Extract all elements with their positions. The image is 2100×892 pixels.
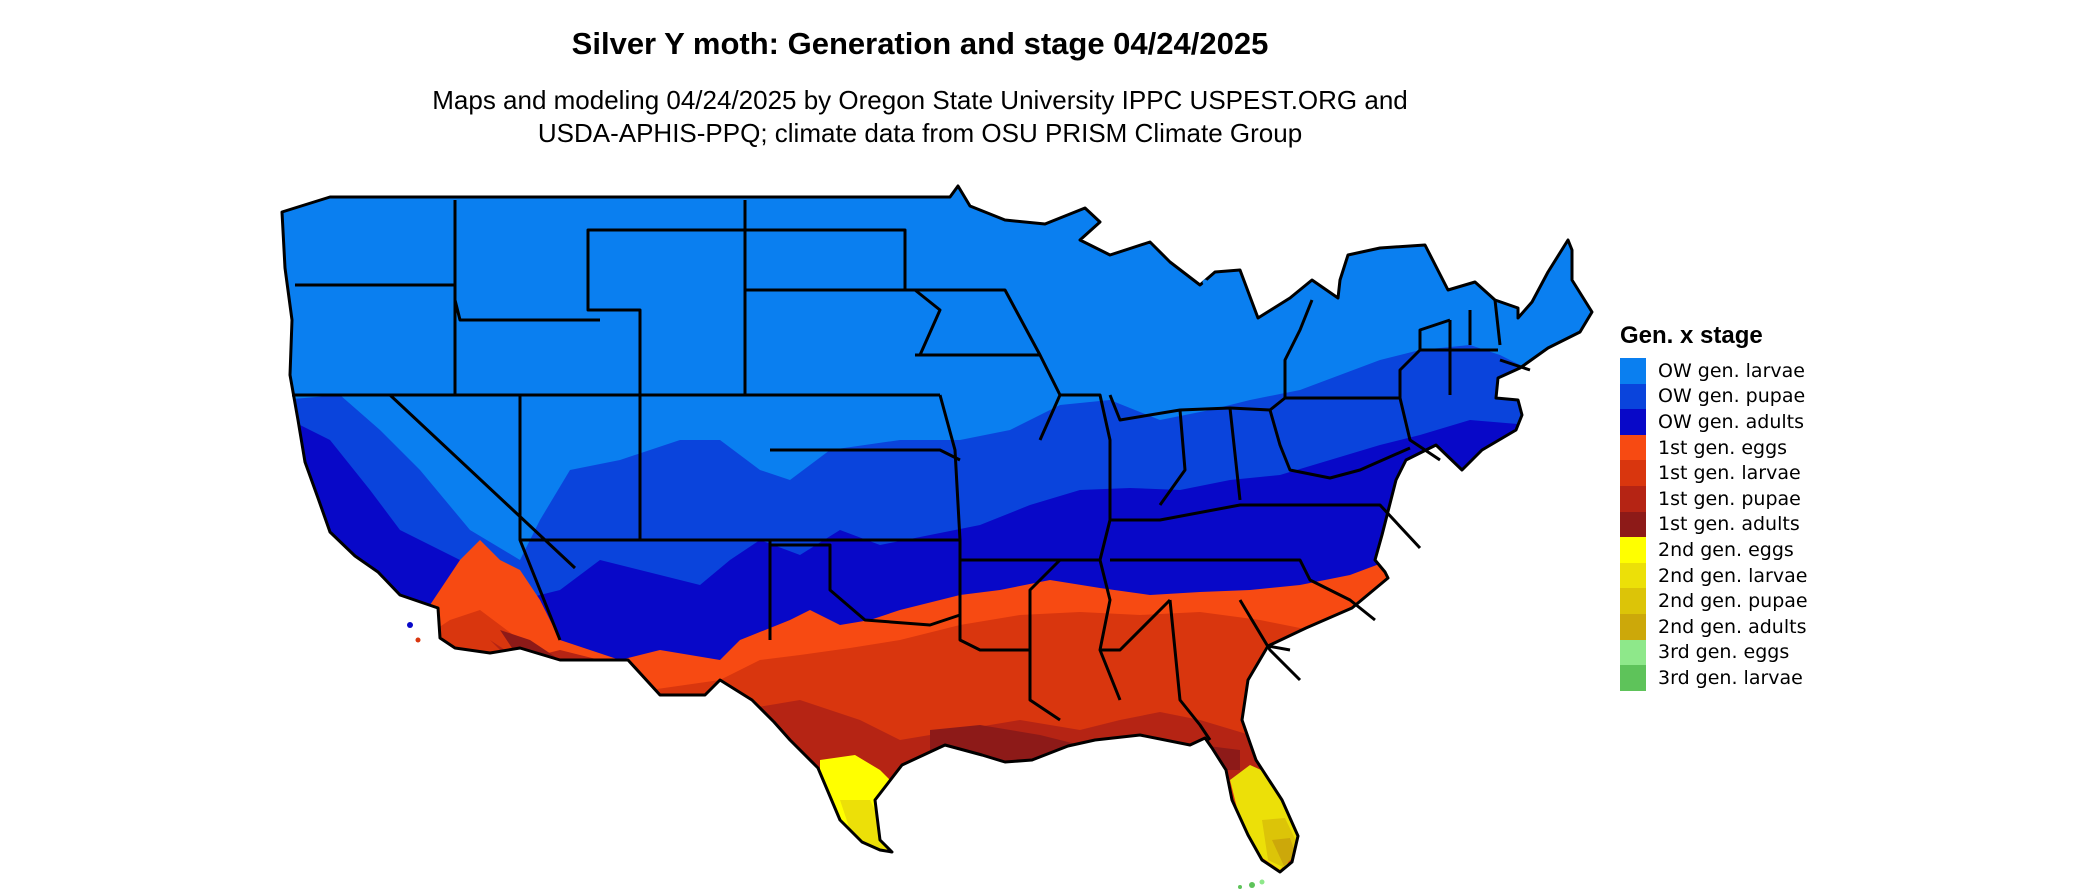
- legend-label: 2nd gen. larvae: [1658, 564, 1808, 587]
- legend-item: 2nd gen. eggs: [1620, 537, 1808, 563]
- legend-item: 3rd gen. eggs: [1620, 639, 1808, 666]
- legend-items: OW gen. larvae OW gen. pupae OW gen. adult…: [1620, 358, 1808, 691]
- legend-swatch: [1620, 460, 1646, 486]
- legend-swatch: [1620, 511, 1646, 538]
- map-title: Silver Y moth: Generation and stage 04/2…: [571, 26, 1269, 61]
- legend-label: 1st gen. eggs: [1658, 436, 1788, 459]
- legend-item: 2nd gen. adults: [1620, 613, 1808, 640]
- legend-swatch: [1620, 588, 1646, 614]
- legend-swatch: [1620, 358, 1646, 384]
- legend-swatch: [1620, 562, 1646, 589]
- legend-label: OW gen. larvae: [1658, 359, 1805, 382]
- legend-swatch: [1620, 485, 1646, 512]
- legend-item: 1st gen. pupae: [1620, 485, 1808, 512]
- legend-item: 1st gen. eggs: [1620, 434, 1808, 461]
- legend-swatch: [1620, 613, 1646, 640]
- legend-label: 3rd gen. eggs: [1658, 641, 1790, 664]
- legend-swatch: [1620, 434, 1646, 461]
- stage-zones: [282, 186, 1592, 872]
- subtitle-line-1: Maps and modeling 04/24/2025 by Oregon S…: [432, 85, 1408, 115]
- legend-label: 3rd gen. larvae: [1658, 666, 1803, 689]
- legend-item: 1st gen. larvae: [1620, 460, 1808, 486]
- legend-item: OW gen. pupae: [1620, 383, 1808, 410]
- legend-swatch: [1620, 409, 1646, 435]
- legend-swatch: [1620, 639, 1646, 666]
- legend-label: 1st gen. adults: [1658, 513, 1800, 536]
- legend-swatch: [1620, 383, 1646, 410]
- subtitle-line-2: USDA-APHIS-PPQ; climate data from OSU PR…: [537, 118, 1303, 148]
- legend: Gen. x stage OW gen. larvae OW gen. pupae…: [1620, 322, 1808, 691]
- legend-label: 2nd gen. adults: [1658, 615, 1807, 638]
- legend-label: 2nd gen. eggs: [1658, 538, 1794, 561]
- legend-item: 2nd gen. pupae: [1620, 588, 1808, 614]
- legend-label: OW gen. adults: [1658, 410, 1805, 433]
- legend-swatch: [1620, 537, 1646, 563]
- legend-label: 2nd gen. pupae: [1658, 590, 1808, 613]
- legend-label: 1st gen. pupae: [1658, 487, 1801, 510]
- legend-item: OW gen. larvae: [1620, 358, 1808, 384]
- legend-label: OW gen. pupae: [1658, 385, 1806, 408]
- state-boundaries: [280, 184, 1594, 874]
- legend-swatch: [1620, 665, 1646, 691]
- island-specks: [407, 219, 1265, 889]
- legend-item: 1st gen. adults: [1620, 511, 1808, 538]
- legend-item: 3rd gen. larvae: [1620, 665, 1808, 691]
- legend-item: OW gen. adults: [1620, 409, 1808, 435]
- legend-label: 1st gen. larvae: [1658, 462, 1801, 485]
- legend-title: Gen. x stage: [1620, 322, 1763, 349]
- legend-item: 2nd gen. larvae: [1620, 562, 1808, 589]
- map-subtitle: Maps and modeling 04/24/2025 by Oregon S…: [0, 84, 1840, 150]
